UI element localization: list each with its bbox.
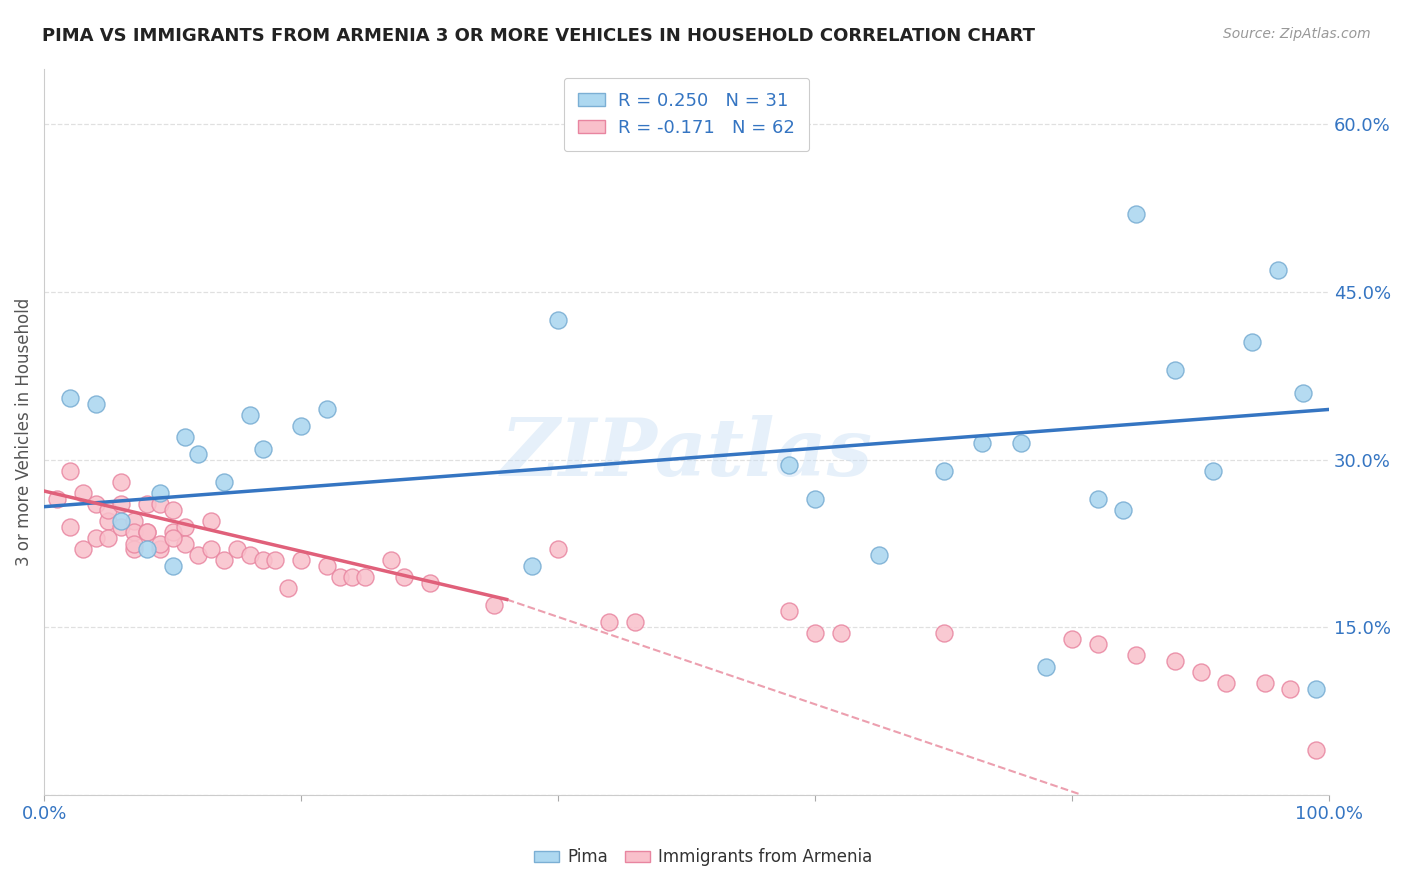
- Point: [46, 491, 69, 506]
- Point: [932, 464, 955, 478]
- Point: [149, 498, 172, 512]
- Point: [162, 531, 184, 545]
- Point: [135, 525, 157, 540]
- Point: [122, 525, 145, 540]
- Point: [122, 536, 145, 550]
- Point: [1164, 654, 1187, 668]
- Point: [778, 604, 800, 618]
- Point: [1202, 464, 1225, 478]
- Point: [110, 475, 132, 489]
- Point: [149, 542, 172, 557]
- Point: [149, 486, 172, 500]
- Point: [315, 402, 337, 417]
- Point: [110, 514, 132, 528]
- Point: [110, 498, 132, 512]
- Point: [162, 558, 184, 573]
- Point: [59, 464, 82, 478]
- Point: [239, 548, 262, 562]
- Text: Source: ZipAtlas.com: Source: ZipAtlas.com: [1223, 27, 1371, 41]
- Point: [329, 570, 352, 584]
- Point: [174, 430, 197, 444]
- Point: [868, 548, 890, 562]
- Point: [59, 520, 82, 534]
- Point: [419, 575, 441, 590]
- Point: [342, 570, 364, 584]
- Point: [804, 491, 827, 506]
- Point: [290, 419, 312, 434]
- Point: [187, 548, 209, 562]
- Point: [84, 397, 107, 411]
- Point: [162, 525, 184, 540]
- Point: [970, 436, 993, 450]
- Point: [547, 313, 569, 327]
- Point: [1292, 385, 1315, 400]
- Point: [187, 447, 209, 461]
- Point: [380, 553, 402, 567]
- Point: [1254, 676, 1277, 690]
- Point: [200, 542, 222, 557]
- Point: [84, 531, 107, 545]
- Point: [392, 570, 415, 584]
- Point: [1087, 491, 1109, 506]
- Point: [1112, 503, 1135, 517]
- Point: [97, 514, 120, 528]
- Point: [225, 542, 247, 557]
- Point: [1279, 681, 1302, 696]
- Point: [1240, 335, 1263, 350]
- Point: [1189, 665, 1212, 679]
- Point: [830, 626, 852, 640]
- Y-axis label: 3 or more Vehicles in Household: 3 or more Vehicles in Household: [15, 298, 32, 566]
- Point: [482, 598, 505, 612]
- Point: [1125, 648, 1147, 663]
- Point: [174, 520, 197, 534]
- Point: [212, 553, 235, 567]
- Point: [212, 475, 235, 489]
- Point: [624, 615, 647, 629]
- Point: [252, 553, 274, 567]
- Text: PIMA VS IMMIGRANTS FROM ARMENIA 3 OR MORE VEHICLES IN HOUSEHOLD CORRELATION CHAR: PIMA VS IMMIGRANTS FROM ARMENIA 3 OR MOR…: [42, 27, 1035, 45]
- Point: [1060, 632, 1083, 646]
- Point: [84, 498, 107, 512]
- Point: [97, 531, 120, 545]
- Point: [315, 558, 337, 573]
- Point: [290, 553, 312, 567]
- Point: [1035, 659, 1057, 673]
- Point: [1010, 436, 1032, 450]
- Legend: R = 0.250   N = 31, R = -0.171   N = 62: R = 0.250 N = 31, R = -0.171 N = 62: [564, 78, 810, 152]
- Point: [72, 486, 94, 500]
- Point: [547, 542, 569, 557]
- Point: [354, 570, 377, 584]
- Point: [1125, 207, 1147, 221]
- Point: [59, 391, 82, 405]
- Point: [1267, 262, 1289, 277]
- Point: [1087, 637, 1109, 651]
- Point: [598, 615, 620, 629]
- Point: [804, 626, 827, 640]
- Point: [200, 514, 222, 528]
- Point: [135, 542, 157, 557]
- Point: [522, 558, 544, 573]
- Point: [135, 498, 157, 512]
- Point: [72, 542, 94, 557]
- Point: [277, 582, 299, 596]
- Point: [174, 536, 197, 550]
- Point: [1305, 681, 1327, 696]
- Legend: Pima, Immigrants from Armenia: Pima, Immigrants from Armenia: [526, 840, 880, 875]
- Point: [149, 536, 172, 550]
- Point: [932, 626, 955, 640]
- Point: [1215, 676, 1237, 690]
- Text: ZIPatlas: ZIPatlas: [501, 415, 873, 492]
- Point: [1164, 363, 1187, 377]
- Point: [239, 408, 262, 422]
- Point: [1305, 743, 1327, 757]
- Point: [135, 525, 157, 540]
- Point: [122, 514, 145, 528]
- Point: [162, 503, 184, 517]
- Point: [252, 442, 274, 456]
- Point: [97, 503, 120, 517]
- Point: [264, 553, 287, 567]
- Point: [778, 458, 800, 473]
- Point: [110, 520, 132, 534]
- Point: [122, 542, 145, 557]
